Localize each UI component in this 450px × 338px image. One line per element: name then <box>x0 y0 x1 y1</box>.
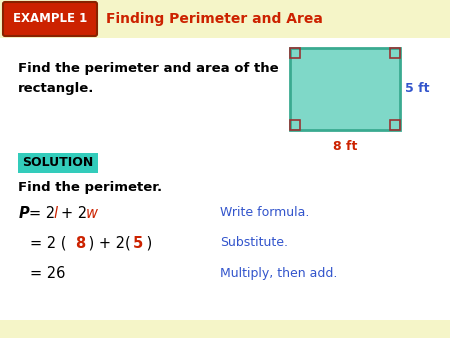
Text: = 2 (: = 2 ( <box>30 236 71 250</box>
Text: Write formula.: Write formula. <box>220 207 310 219</box>
Bar <box>0 38 450 320</box>
Text: Finding Perimeter and Area: Finding Perimeter and Area <box>106 12 323 26</box>
FancyBboxPatch shape <box>3 2 97 36</box>
Text: ): ) <box>142 236 152 250</box>
Text: 8 ft: 8 ft <box>333 140 357 152</box>
Bar <box>0 0 450 38</box>
Text: Find the perimeter.: Find the perimeter. <box>18 180 162 193</box>
Bar <box>290 48 400 130</box>
Text: = 2: = 2 <box>29 206 55 220</box>
Text: Multiply, then add.: Multiply, then add. <box>220 266 338 280</box>
Text: Find the perimeter and area of the: Find the perimeter and area of the <box>18 62 279 75</box>
Bar <box>390 48 400 58</box>
Text: EXAMPLE 1: EXAMPLE 1 <box>13 13 87 25</box>
Text: $\mathit{l}$: $\mathit{l}$ <box>53 205 59 221</box>
Text: + 2: + 2 <box>61 206 87 220</box>
Text: SOLUTION: SOLUTION <box>22 156 94 169</box>
Text: 5: 5 <box>133 236 143 250</box>
Bar <box>290 120 300 130</box>
Text: rectangle.: rectangle. <box>18 82 94 95</box>
Bar <box>290 48 300 58</box>
Text: 8: 8 <box>75 236 85 250</box>
Bar <box>390 120 400 130</box>
Bar <box>18 153 98 173</box>
Text: 5 ft: 5 ft <box>405 82 429 96</box>
Text: ) + 2(: ) + 2( <box>84 236 135 250</box>
Bar <box>0 320 450 338</box>
Text: $\mathbfit{P}$: $\mathbfit{P}$ <box>18 205 31 221</box>
Text: $\mathit{w}$: $\mathit{w}$ <box>85 206 99 220</box>
Text: Substitute.: Substitute. <box>220 237 288 249</box>
Text: = 26: = 26 <box>30 266 65 281</box>
